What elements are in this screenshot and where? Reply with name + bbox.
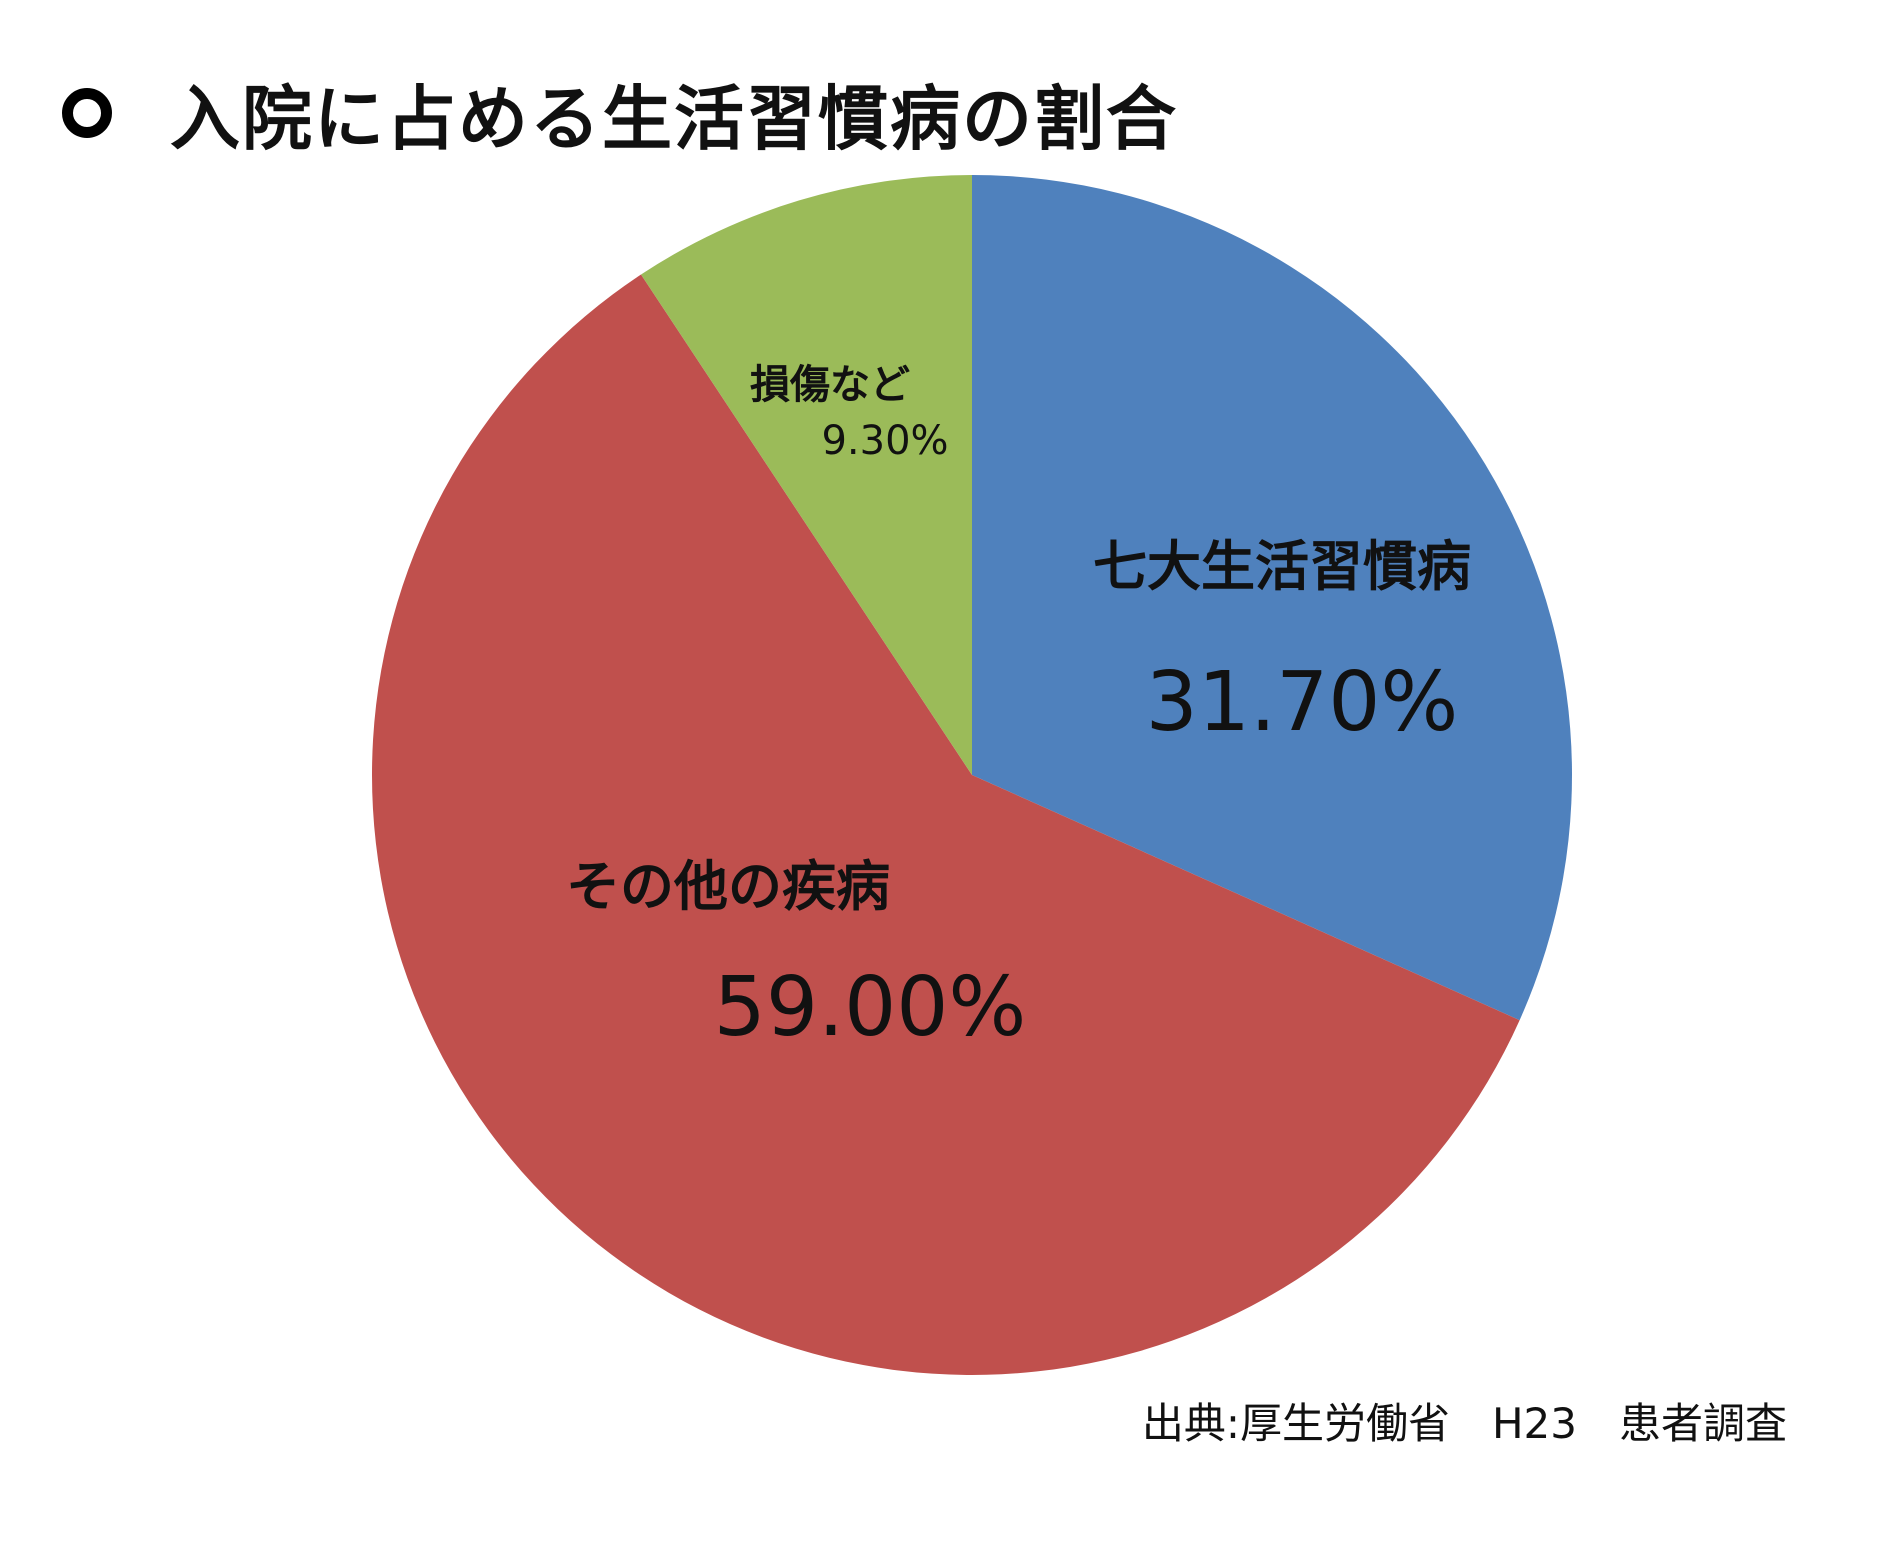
pie-labels: 七大生活習慣病 31.70% その他の疾病 59.00% 損傷など 9.30%	[566, 362, 1471, 1055]
pie-slice-2	[641, 175, 972, 775]
circle-marker-icon	[62, 88, 112, 138]
slice-value-label-1: 59.00%	[714, 960, 1027, 1055]
chart-title-text: 入院に占める生活習慣病の割合	[170, 77, 1178, 160]
slice-name-label-1: その他の疾病	[566, 855, 890, 918]
chart-title: 入院に占める生活習慣病の割合	[62, 58, 1178, 168]
slice-name-label-2: 損傷など	[750, 362, 910, 408]
slice-value-label-2: 9.30%	[821, 418, 948, 464]
slice-name-label-0: 七大生活習慣病	[1093, 535, 1471, 598]
pie-slice-1	[371, 274, 1520, 1375]
pie-slices	[371, 175, 1572, 1375]
slice-value-label-0: 31.70%	[1146, 655, 1459, 750]
pie-slice-0	[972, 175, 1572, 1021]
source-note: 出典:厚生労働省 H23 患者調査	[1141, 1399, 1787, 1448]
